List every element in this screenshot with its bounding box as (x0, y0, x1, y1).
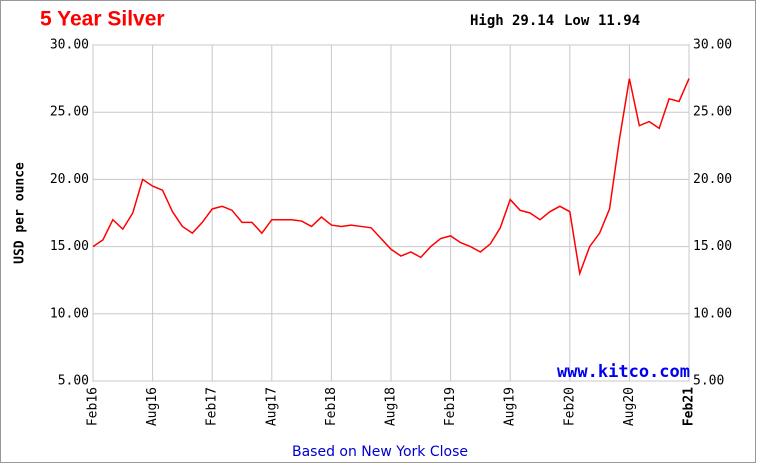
y-tick-label: 25.00 (50, 105, 89, 120)
x-tick-label: Aug17 (264, 387, 279, 426)
data-line (92, 78, 690, 277)
x-tick-label: Aug18 (384, 387, 399, 426)
y-tick-label: 15.00 (50, 239, 89, 254)
x-tick-label: Feb18 (324, 387, 339, 426)
x-tick-label: Aug19 (503, 387, 518, 426)
y2-tick-label: 25.00 (693, 105, 732, 120)
y2-tick-label: 5.00 (693, 374, 724, 389)
y2-tick-label: 20.00 (693, 172, 732, 187)
y2-tick-label: 15.00 (693, 239, 732, 254)
high-label: High (470, 13, 504, 29)
y2-tick-label: 30.00 (693, 38, 732, 53)
y-tick-label: 30.00 (50, 38, 89, 53)
high-value: 29.14 (512, 13, 554, 29)
y-tick-label: 20.00 (50, 172, 89, 187)
chart-title: 5 Year Silver (40, 8, 165, 31)
x-tick-label: Feb20 (562, 387, 577, 426)
footnote: Based on New York Close (292, 444, 468, 460)
x-tick-label: Feb16 (86, 387, 101, 426)
low-label: Low (564, 13, 590, 29)
x-tick-label: Feb17 (205, 387, 220, 426)
watermark: www.kitco.com (557, 362, 690, 382)
y-axis-label: USD per ounce (13, 162, 28, 264)
x-tick-label: Aug20 (622, 387, 637, 426)
y-tick-label: 10.00 (50, 306, 89, 321)
x-tick-label: Feb19 (443, 387, 458, 426)
y-tick-label: 5.00 (58, 374, 89, 389)
x-tick-label: Feb21 (682, 387, 697, 426)
y2-tick-label: 10.00 (693, 306, 732, 321)
x-tick-label: Aug16 (145, 387, 160, 426)
low-value: 11.94 (598, 13, 640, 29)
